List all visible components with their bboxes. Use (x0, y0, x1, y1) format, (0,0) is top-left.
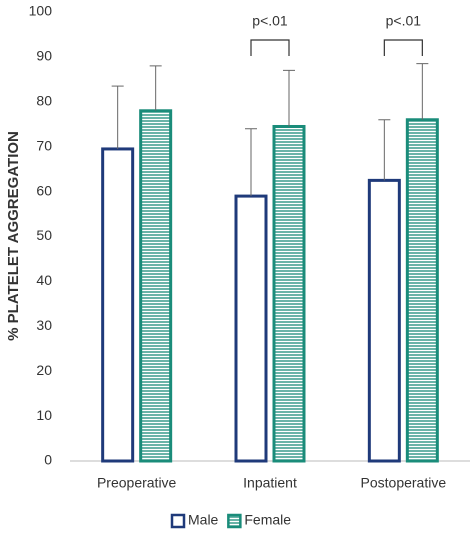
bar (234, 194, 268, 463)
legend-label: Male (188, 512, 219, 528)
bar (139, 109, 173, 463)
y-tick-label: 10 (36, 407, 52, 423)
bar (405, 118, 439, 463)
y-tick-label: 40 (36, 272, 52, 288)
legend-label: Female (244, 512, 291, 528)
legend-swatch (227, 513, 242, 529)
x-tick-label: Postoperative (361, 475, 447, 491)
y-tick-label: 100 (29, 3, 53, 19)
annotation: p<.01 (252, 13, 288, 29)
significance-bracket (250, 39, 290, 56)
y-tick-label: 20 (36, 362, 52, 378)
bar (101, 147, 135, 463)
y-tick-label: 30 (36, 317, 52, 333)
bar (272, 124, 306, 463)
y-tick-label: 80 (36, 93, 52, 109)
y-tick-label: 50 (36, 227, 52, 243)
y-tick-label: 0 (44, 452, 52, 468)
bar (367, 178, 401, 463)
y-tick-label: 70 (36, 137, 52, 153)
annotation: p<.01 (386, 13, 422, 29)
y-tick-label: 90 (36, 48, 52, 64)
x-tick-label: Inpatient (243, 475, 297, 491)
x-tick-label: Preoperative (97, 475, 177, 491)
y-axis-label: % PLATELET AGGREGATION (5, 131, 22, 341)
y-tick-label: 60 (36, 182, 52, 198)
significance-bracket (383, 39, 423, 56)
legend-swatch (170, 513, 186, 529)
